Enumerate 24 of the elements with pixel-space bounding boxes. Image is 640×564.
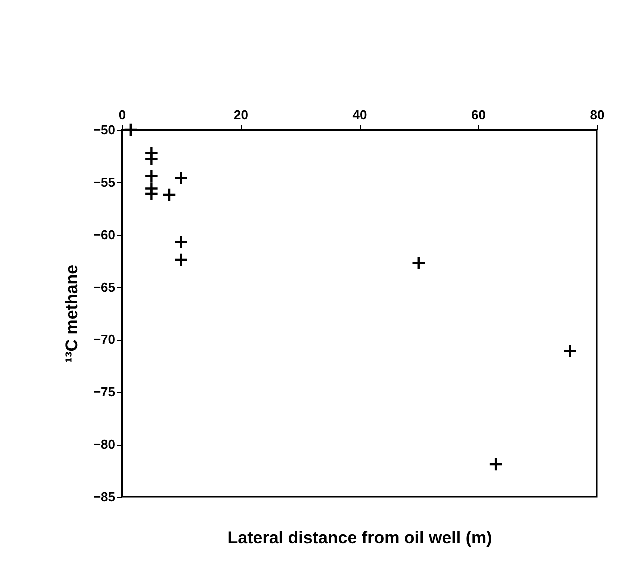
point — [144, 152, 159, 167]
y-tick-label: −60 — [93, 227, 116, 242]
point — [174, 171, 189, 186]
x-axis-title: Lateral distance from oil well (m) — [228, 528, 492, 548]
point — [174, 234, 189, 250]
x-tick-label: 40 — [352, 108, 368, 122]
x-tick-label: 60 — [472, 108, 486, 122]
point — [144, 168, 159, 184]
y-tick-label: −75 — [93, 384, 116, 400]
y-tick-label: −65 — [93, 280, 116, 295]
x-tick-label: 0 — [118, 108, 126, 122]
point — [412, 256, 426, 270]
y-tick-label: −85 — [93, 490, 116, 504]
y-tick-label: −50 — [93, 122, 116, 138]
x-tick-label: 80 — [590, 108, 605, 122]
point — [563, 344, 578, 358]
y-axis-title: ¹³C methane — [62, 264, 82, 364]
x-tick-label: 20 — [234, 108, 248, 122]
point — [174, 252, 189, 268]
point — [162, 188, 177, 202]
y-tick-label: −80 — [93, 437, 116, 452]
y-tick-label: −70 — [93, 332, 116, 348]
y-tick-label: −55 — [93, 174, 116, 190]
point — [488, 457, 504, 472]
